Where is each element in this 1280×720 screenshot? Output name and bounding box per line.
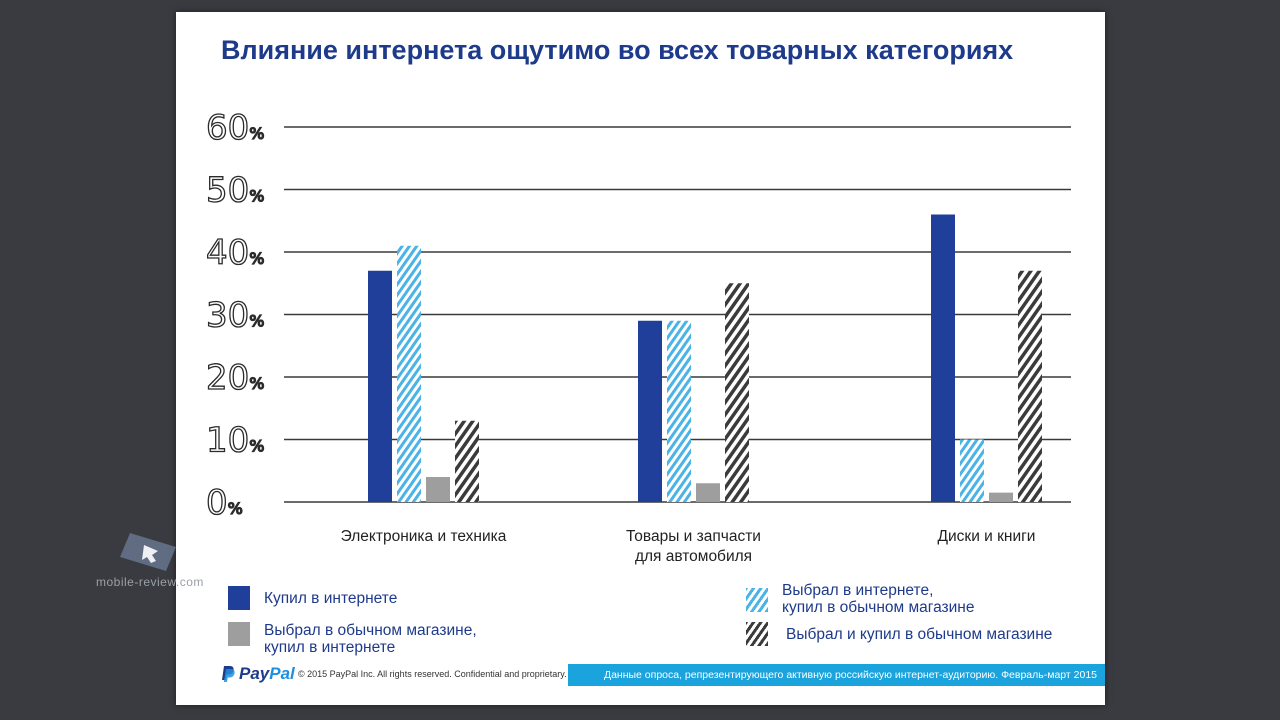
legend-line: Выбрал в интернете, bbox=[782, 582, 934, 599]
legend-label-ropo: Выбрал в интернете, купил в обычном мага… bbox=[782, 582, 975, 616]
bar bbox=[725, 283, 749, 502]
bar-chart: 0% 10% 20% 30% 40% 50% 60% Электроника и техни… bbox=[205, 107, 1071, 565]
slide-title: Влияние интернета ощутимо во всех товарн… bbox=[221, 35, 1014, 65]
footer-source-note: Данные опроса, репрезентирующего активну… bbox=[568, 664, 1105, 686]
legend-swatch-offline bbox=[746, 622, 768, 646]
y-tick-label: 50% bbox=[206, 171, 264, 211]
legend-swatch-online bbox=[228, 586, 250, 610]
paypal-p-icon bbox=[222, 666, 235, 682]
bar bbox=[931, 214, 955, 502]
y-tick-label: 10% bbox=[206, 421, 264, 461]
legend-swatch-ropo bbox=[746, 588, 768, 612]
bar bbox=[638, 320, 662, 502]
legend-line: Купил в интернете bbox=[264, 590, 398, 607]
legend-line: купил в обычном магазине bbox=[782, 599, 975, 616]
paypal-word-pay: Pay bbox=[239, 664, 270, 683]
paypal-logo: PayPal bbox=[221, 664, 295, 684]
bar bbox=[426, 477, 450, 502]
legend-item-showroom: Выбрал в обычном магазине, купил в интер… bbox=[228, 622, 477, 656]
bar bbox=[960, 439, 984, 502]
legend-label-offline: Выбрал и купил в обычном магазине bbox=[786, 626, 1052, 643]
legend-item-offline: Выбрал и купил в обычном магазине bbox=[746, 622, 1052, 646]
x-tick-label: Диски и книги bbox=[938, 528, 1036, 545]
y-tick-label: 0% bbox=[206, 483, 243, 523]
y-tick-label: 60% bbox=[206, 108, 264, 148]
bar bbox=[368, 270, 392, 502]
bar bbox=[989, 492, 1013, 502]
slide: Влияние интернета ощутимо во всех товарн… bbox=[176, 12, 1105, 705]
y-tick-label: 20% bbox=[206, 358, 264, 398]
x-tick-label: Товары и запчасти bbox=[626, 528, 761, 545]
watermark: mobile-review.com bbox=[96, 525, 211, 595]
legend-swatch-showroom bbox=[228, 622, 250, 646]
footer-copyright: © 2015 PayPal Inc. All rights reserved. … bbox=[298, 669, 567, 679]
legend-item-online: Купил в интернете bbox=[228, 586, 397, 610]
paypal-wordmark: PayPal bbox=[239, 664, 295, 684]
bar bbox=[1018, 270, 1042, 502]
bar bbox=[397, 245, 421, 502]
bar bbox=[455, 420, 479, 502]
legend-line: купил в интернете bbox=[264, 639, 396, 656]
bar bbox=[667, 320, 691, 502]
bar bbox=[696, 483, 720, 502]
paypal-word-pal: Pal bbox=[269, 664, 295, 683]
x-tick-label: Электроника и техника bbox=[341, 528, 507, 545]
watermark-text: mobile-review.com bbox=[96, 575, 204, 589]
legend-line: Выбрал и купил в обычном магазине bbox=[786, 626, 1053, 643]
watermark-logo-icon bbox=[120, 533, 176, 571]
legend-item-ropo: Выбрал в интернете, купил в обычном мага… bbox=[746, 582, 975, 616]
y-tick-label: 30% bbox=[206, 296, 264, 336]
legend-label-showroom: Выбрал в обычном магазине, купил в интер… bbox=[264, 622, 477, 656]
y-tick-label: 40% bbox=[206, 233, 264, 273]
legend-label-online: Купил в интернете bbox=[264, 590, 397, 607]
legend-line: Выбрал в обычном магазине, bbox=[264, 622, 477, 639]
x-tick-label: для автомобиля bbox=[635, 548, 752, 565]
